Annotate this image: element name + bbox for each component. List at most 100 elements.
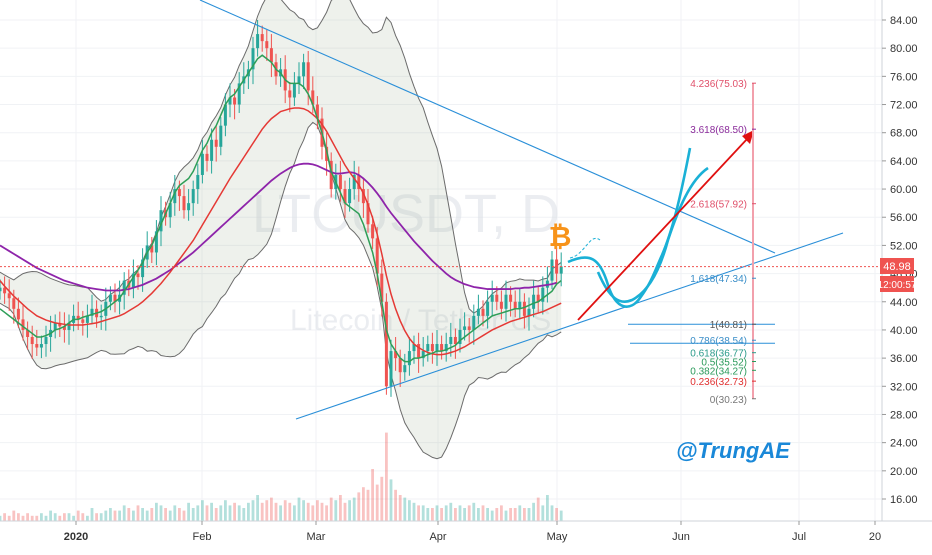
volume-bar xyxy=(481,505,485,521)
candle-body xyxy=(228,97,232,105)
volume-bar xyxy=(357,492,361,521)
volume-bar xyxy=(546,495,549,521)
volume-bar xyxy=(334,500,338,521)
candle-body xyxy=(39,344,43,348)
candle-body xyxy=(421,351,425,359)
candle-body xyxy=(214,139,218,147)
volume-bar xyxy=(288,502,292,521)
volume-bar xyxy=(187,502,190,521)
volume-bar xyxy=(306,502,310,521)
candle-body xyxy=(150,245,154,253)
candle-body xyxy=(30,336,34,345)
fib-label: 0.618(36.77) xyxy=(690,349,747,360)
projection-dashed xyxy=(569,237,601,259)
candle-body xyxy=(108,294,112,302)
y-tick-label: 64.00 xyxy=(890,156,918,168)
volume-bar xyxy=(352,497,356,521)
candle-body xyxy=(67,322,71,330)
ma-short-line xyxy=(0,54,562,363)
candle-body xyxy=(522,301,526,316)
volume-bar xyxy=(205,505,209,521)
candle-body xyxy=(219,125,223,147)
volume-bar xyxy=(495,508,499,521)
candle-body xyxy=(509,294,513,302)
volume-bar xyxy=(486,508,489,521)
fib-label: 0.382(34.27) xyxy=(690,366,747,377)
volume-bar xyxy=(440,508,443,521)
candle-body xyxy=(122,280,126,295)
candle-body xyxy=(513,301,517,309)
volume-bar xyxy=(72,515,75,521)
candle-body xyxy=(223,104,227,126)
watermark-name: Litecoin / Tether US xyxy=(290,304,551,337)
target-arrow-head xyxy=(742,130,754,144)
volume-bar xyxy=(228,505,232,521)
candle-body xyxy=(315,104,319,119)
volume-bar xyxy=(362,487,365,521)
fib-label: 0.786(38.54) xyxy=(690,336,747,347)
candle-body xyxy=(449,336,453,345)
candle-body xyxy=(476,308,480,316)
volume-bar xyxy=(53,513,57,521)
volume-bar xyxy=(118,510,121,521)
candle-body xyxy=(251,48,255,70)
volume-bar xyxy=(136,505,140,521)
candle-body xyxy=(398,358,402,373)
candle-body xyxy=(205,153,209,161)
candle-body xyxy=(288,90,292,98)
volume-bar xyxy=(325,505,328,521)
candle-body xyxy=(81,319,85,323)
candle-body xyxy=(141,259,145,278)
volume-bar xyxy=(403,497,407,521)
y-tick-label: 68.00 xyxy=(890,128,918,140)
candle-body xyxy=(348,189,352,204)
fib-label: 1.618(47.34) xyxy=(690,274,747,285)
volume-bar xyxy=(256,495,259,521)
candle-body xyxy=(444,344,448,352)
ma-long-line xyxy=(0,162,557,292)
candle-body xyxy=(527,308,531,316)
volume-bar xyxy=(490,510,494,521)
projection-curve-2 xyxy=(596,166,709,303)
bitcoin-icon: ₿ xyxy=(549,221,572,252)
timer-label: 12:00:57 xyxy=(878,280,917,291)
volume-bar xyxy=(454,508,457,521)
candle-body xyxy=(518,301,522,309)
candle-body xyxy=(499,301,503,309)
candle-body xyxy=(389,351,393,387)
volume-bar xyxy=(219,505,223,521)
volume-bar xyxy=(90,508,94,521)
volume-bar xyxy=(472,502,476,521)
candle-body xyxy=(536,294,540,302)
volume-bar xyxy=(348,500,351,521)
candle-body xyxy=(256,34,260,49)
volume-bar xyxy=(141,508,144,521)
volume-bar xyxy=(168,510,172,521)
candle-body xyxy=(182,196,186,211)
volume-bar xyxy=(21,515,25,521)
candle-body xyxy=(384,301,388,387)
volume-bar xyxy=(366,489,370,521)
candle-body xyxy=(210,139,214,161)
candles xyxy=(0,20,563,397)
candle-body xyxy=(311,90,315,105)
price-tag[interactable]: 48.98 12:00:57 xyxy=(878,258,917,292)
band-upper xyxy=(0,0,562,314)
volume-bar xyxy=(274,502,278,521)
candle-body xyxy=(58,322,62,327)
candle-body xyxy=(407,351,411,366)
volume-bar xyxy=(343,502,347,521)
y-tick-label: 40.00 xyxy=(890,325,918,337)
trend-drawings xyxy=(0,0,882,420)
candle-body xyxy=(260,34,264,42)
candle-body xyxy=(380,273,384,302)
volume-bar xyxy=(40,513,43,521)
volume-bar xyxy=(541,505,545,521)
volume-bar xyxy=(155,502,158,521)
volume-bar xyxy=(182,510,186,521)
candle-body xyxy=(12,298,16,309)
candle-body xyxy=(99,315,103,318)
candle-body xyxy=(490,294,494,302)
